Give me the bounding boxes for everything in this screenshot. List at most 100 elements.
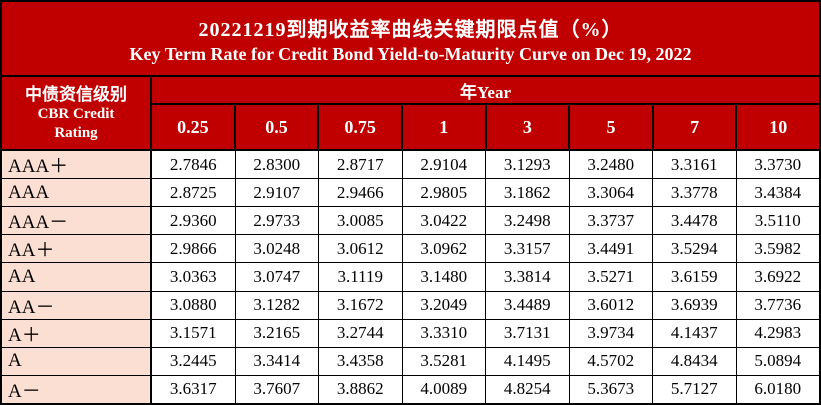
yield-value-cell: 2.8725 [152, 179, 236, 207]
yield-value-cell: 5.3673 [569, 375, 653, 403]
yield-value-cell: 3.0363 [152, 263, 236, 291]
tenor-header-cell: 3 [487, 105, 571, 149]
table-row: AAA＋ 2.7846 2.8300 2.8717 2.9104 3.1293 3.2480… [2, 151, 819, 180]
yield-value-cell: 2.7846 [152, 151, 236, 179]
row-header-label-en: CBR Credit Rating [37, 105, 115, 141]
yield-value-cell: 3.5294 [653, 235, 737, 263]
yield-value-cell: 3.8862 [319, 375, 403, 403]
yield-value-cell: 3.2480 [569, 151, 653, 179]
table-row: AAA－ 2.9360 2.9733 3.0085 3.0422 3.2498 3.3737… [2, 207, 819, 236]
yield-value-cell: 3.5982 [736, 235, 819, 263]
rating-label-cell: AAA－ [2, 207, 152, 235]
yield-value-cell: 5.7127 [653, 375, 737, 403]
yield-value-cell: 3.3730 [736, 151, 819, 179]
yield-value-cell: 3.0612 [319, 235, 403, 263]
rating-label-cell: A [2, 347, 152, 375]
yield-value-cell: 3.9734 [569, 319, 653, 347]
yield-value-cell: 4.8434 [653, 347, 737, 375]
yield-value-cell: 4.5702 [569, 347, 653, 375]
yield-value-cell: 3.0880 [152, 291, 236, 319]
yield-value-cell: 3.2165 [235, 319, 319, 347]
yield-value-cell: 3.3414 [235, 347, 319, 375]
yield-value-cell: 2.9866 [152, 235, 236, 263]
yield-value-cell: 2.9466 [319, 179, 403, 207]
yield-value-cell: 3.5281 [402, 347, 486, 375]
rating-label-cell: AAA [2, 179, 152, 207]
row-header-cell: 中债资信级别 CBR Credit Rating [2, 77, 152, 149]
tenor-header-cell: 10 [769, 116, 788, 137]
year-column-group: 年Year 0.25 0.5 0.75 1 3 5 7 10 [152, 77, 819, 149]
row-header-label-zh: 中债资信级别 [25, 84, 127, 104]
yield-value-cell: 3.0422 [402, 207, 486, 235]
tenor-header-cell: 1 [403, 105, 487, 149]
table-title-zh: 20221219到期收益率曲线关键期限点值（%） [198, 18, 623, 41]
yield-value-cell: 4.0089 [402, 375, 486, 403]
yield-value-cell: 3.7131 [486, 319, 570, 347]
tenor-header-cell: 0.25 [152, 105, 236, 149]
yield-value-cell: 4.1495 [486, 347, 570, 375]
yield-value-cell: 3.6317 [152, 375, 236, 403]
column-header-block: 中债资信级别 CBR Credit Rating 年Year 0.25 0.5 0.… [2, 77, 819, 151]
yield-value-cell: 3.4478 [653, 207, 737, 235]
yield-value-cell: 4.1437 [653, 319, 737, 347]
yield-value-cell: 3.2445 [152, 347, 236, 375]
table-row: AA 3.0363 3.0747 3.1119 3.1480 3.3814 3.5271 3.… [2, 263, 819, 292]
tenor-header-cell: 0.75 [319, 105, 403, 149]
yield-value-cell: 3.3157 [486, 235, 570, 263]
table-row: AA＋ 2.9866 3.0248 3.0612 3.0962 3.3157 3.4491 3… [2, 235, 819, 264]
yield-value-cell: 2.8717 [319, 151, 403, 179]
table-body: AAA＋ 2.7846 2.8300 2.8717 2.9104 3.1293 3.2480… [2, 151, 819, 403]
tenor-header-cell: 7 [654, 105, 738, 149]
yield-value-cell: 3.1672 [319, 291, 403, 319]
yield-value-cell: 3.0248 [235, 235, 319, 263]
yield-value-cell: 3.3814 [486, 263, 570, 291]
yield-value-cell: 4.8254 [486, 375, 570, 403]
rating-label-cell: A＋ [2, 319, 152, 347]
yield-value-cell: 3.5110 [736, 207, 819, 235]
yield-value-cell: 2.9805 [402, 179, 486, 207]
yield-value-cell: 3.2744 [319, 319, 403, 347]
rating-label-cell: AA [2, 263, 152, 291]
yield-value-cell: 3.0747 [235, 263, 319, 291]
table-row: A＋ 3.1571 3.2165 3.2744 3.3310 3.7131 3.9734 4.… [2, 319, 819, 348]
yield-value-cell: 3.1293 [486, 151, 570, 179]
yield-value-cell: 3.1282 [235, 291, 319, 319]
yield-value-cell: 3.1119 [319, 263, 403, 291]
yield-value-cell: 3.4358 [319, 347, 403, 375]
yield-value-cell: 3.3778 [653, 179, 737, 207]
rating-label-cell: AAA＋ [2, 151, 152, 179]
year-group-label: 年Year [152, 77, 819, 105]
yield-value-cell: 3.3310 [402, 319, 486, 347]
yield-value-cell: 2.8300 [235, 151, 319, 179]
table-row: AA－ 3.0880 3.1282 3.1672 3.2049 3.4489 3.6012 3… [2, 291, 819, 320]
yield-value-cell: 3.3161 [653, 151, 737, 179]
yield-value-cell: 3.1862 [486, 179, 570, 207]
yield-value-cell: 3.1571 [152, 319, 236, 347]
rating-label-cell: AA＋ [2, 235, 152, 263]
yield-value-cell: 3.6922 [736, 263, 819, 291]
tenor-header-cell: 5 [570, 105, 654, 149]
yield-value-cell: 3.0962 [402, 235, 486, 263]
yield-value-cell: 2.9104 [402, 151, 486, 179]
yield-value-cell: 3.0085 [319, 207, 403, 235]
yield-value-cell: 3.4384 [736, 179, 819, 207]
yield-value-cell: 2.9733 [235, 207, 319, 235]
table-title-en: Key Term Rate for Credit Bond Yield-to-M… [129, 43, 692, 64]
table-row: A－ 3.6317 3.7607 3.8862 4.0089 4.8254 5.3673 5.… [2, 375, 819, 403]
yield-value-cell: 3.1480 [402, 263, 486, 291]
yield-value-cell: 3.7736 [736, 291, 819, 319]
yield-value-cell: 3.6939 [653, 291, 737, 319]
rating-label-cell: AA－ [2, 291, 152, 319]
yield-value-cell: 3.6159 [653, 263, 737, 291]
table-row: AAA 2.8725 2.9107 2.9466 2.9805 3.1862 3.3064 3… [2, 179, 819, 208]
yield-value-cell: 3.2498 [486, 207, 570, 235]
tenor-header-cell: 0.5 [236, 105, 320, 149]
yield-value-cell: 5.0894 [736, 347, 819, 375]
yield-value-cell: 3.6012 [569, 291, 653, 319]
yield-value-cell: 2.9360 [152, 207, 236, 235]
yield-value-cell: 3.3064 [569, 179, 653, 207]
yield-value-cell: 3.7607 [235, 375, 319, 403]
yield-value-cell: 3.5271 [569, 263, 653, 291]
yield-value-cell: 3.4489 [486, 291, 570, 319]
